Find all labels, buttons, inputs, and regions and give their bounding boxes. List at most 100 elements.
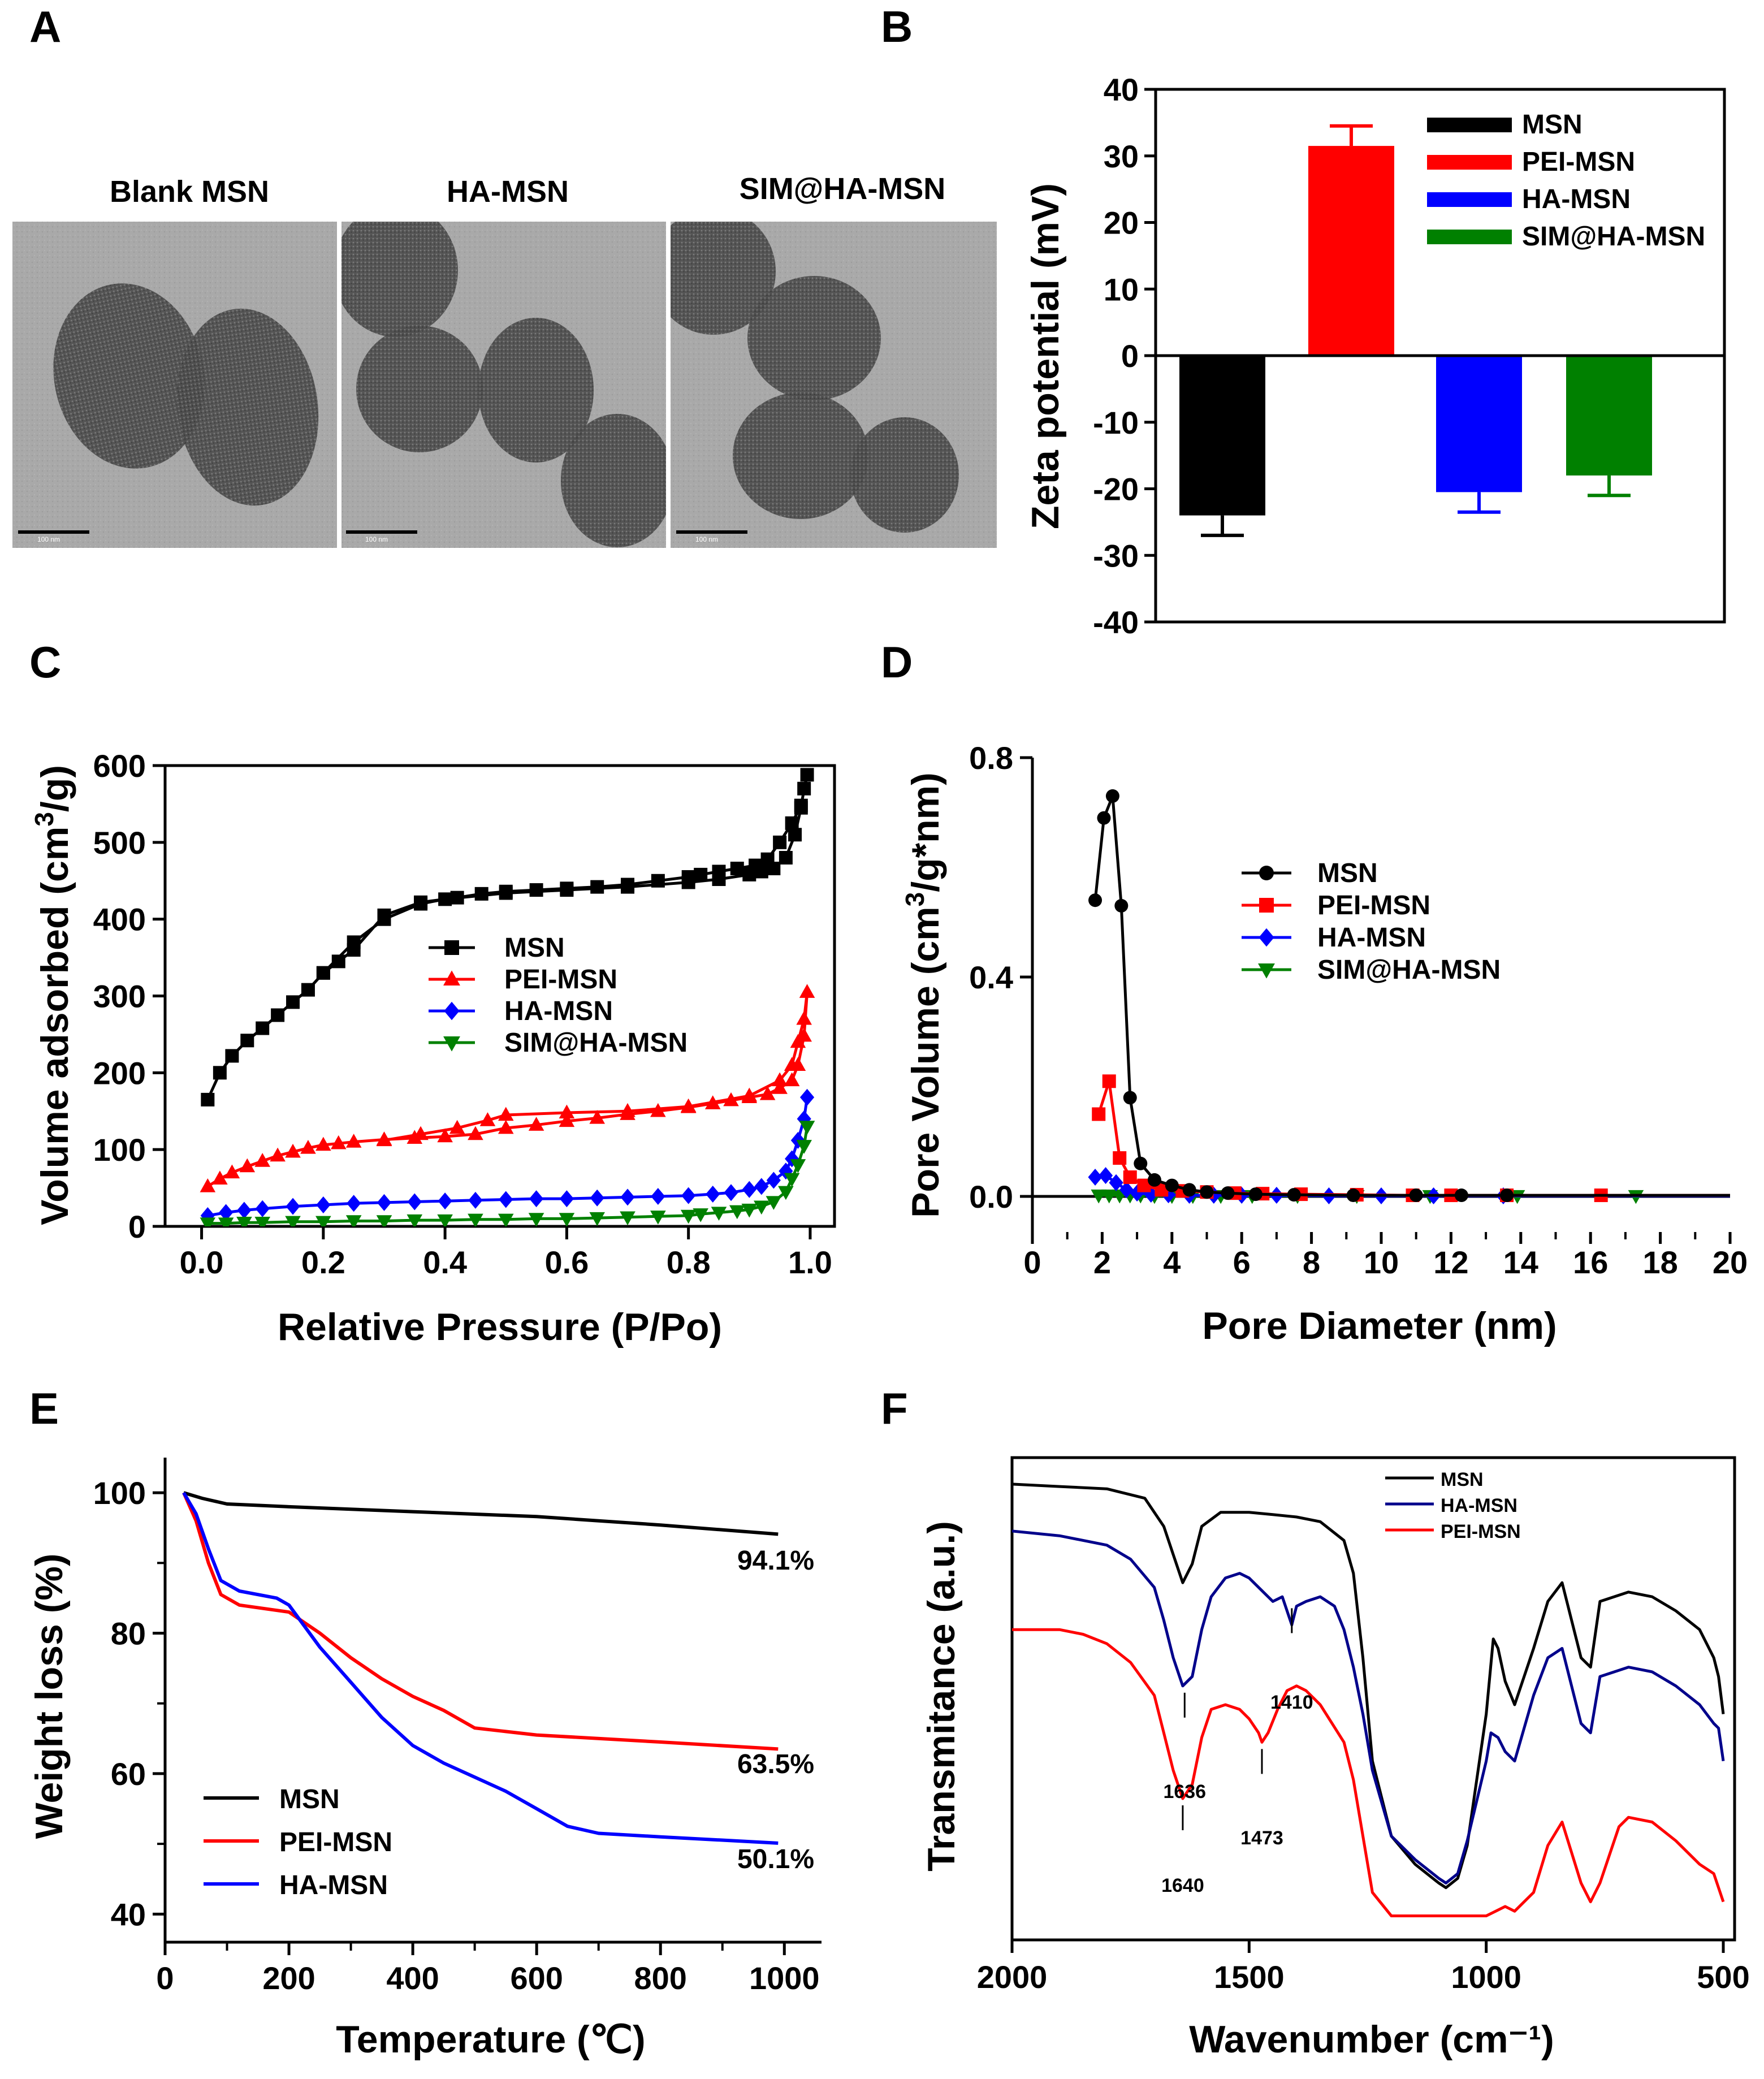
y-axis-title: Pore Volume (cm3/g*nm) <box>900 772 947 1218</box>
data-point <box>1113 1151 1127 1165</box>
y-tick-label: 0 <box>1121 338 1139 374</box>
data-point <box>377 912 391 926</box>
data-point <box>620 1103 635 1117</box>
data-point <box>788 828 802 842</box>
legend-label: HA-MSN <box>1317 923 1426 953</box>
x-tick-label: 1000 <box>749 1960 820 1996</box>
data-point <box>529 883 543 897</box>
panel-letter-d: D <box>881 637 913 687</box>
legend-swatch <box>1427 118 1512 132</box>
data-point <box>1200 1185 1214 1199</box>
data-point <box>1101 1189 1117 1204</box>
bar-sim-ha-msn <box>1566 356 1652 476</box>
y-tick-label: 400 <box>93 902 146 937</box>
data-point <box>1409 1188 1423 1203</box>
y-tick-label: 100 <box>93 1475 146 1511</box>
data-point <box>590 880 604 894</box>
data-point <box>1248 1187 1263 1201</box>
data-point <box>316 966 330 980</box>
tem-caption-sim-ha-msn: SIM@HA-MSN <box>740 172 946 206</box>
series-line <box>207 1097 809 1217</box>
data-point <box>200 1178 216 1192</box>
legend-label: PEI-MSN <box>1522 147 1635 177</box>
bars <box>1179 124 1652 537</box>
scale-bar <box>676 530 747 534</box>
data-point <box>1144 1186 1158 1203</box>
data-point <box>255 1200 270 1217</box>
data-point <box>712 872 726 887</box>
y-tick-label: -30 <box>1093 538 1139 573</box>
tem-particle <box>341 222 458 337</box>
data-point <box>729 1205 745 1220</box>
data-point <box>784 1072 800 1087</box>
legend-label: MSN <box>1317 858 1378 888</box>
x-tick-label: 0.6 <box>544 1244 589 1280</box>
chart-tga: 0 200 400 600 800 1000 40 60 80 100 MSN PEI-MSN HA-… <box>28 1458 822 2061</box>
data-point <box>254 1217 271 1226</box>
data-point <box>704 1095 721 1109</box>
data-point <box>1092 1107 1106 1121</box>
data-point <box>468 1126 483 1140</box>
legend-marker <box>444 1001 460 1021</box>
y-tick-label: 200 <box>93 1055 146 1091</box>
axes: 0.0 0.2 0.4 0.6 0.8 1.0 0 100 200 300 400 500 600 <box>93 748 832 1280</box>
data-point <box>499 1191 513 1208</box>
scale-bar-label: 100 nm <box>365 535 388 543</box>
data-point <box>1454 1188 1468 1203</box>
data-point <box>1091 1189 1107 1204</box>
bar-msn <box>1179 356 1265 516</box>
data-point <box>785 1150 799 1168</box>
data-point <box>779 851 793 865</box>
data-point <box>286 1198 300 1215</box>
x-tick-label: 0.8 <box>667 1244 711 1280</box>
data-point <box>218 1217 234 1226</box>
legend: MSN PEI-MSN HA-MSN <box>204 1784 392 1900</box>
data-point <box>377 1194 392 1211</box>
tem-caption-blank-msn: Blank MSN <box>110 175 269 209</box>
legend-marker <box>1259 898 1274 913</box>
data-point <box>589 1212 606 1226</box>
series <box>1088 789 1730 1205</box>
series-msn <box>1088 789 1730 1203</box>
x-tick-label: 18 <box>1642 1244 1677 1280</box>
data-point <box>796 1140 812 1154</box>
data-point <box>407 1193 422 1211</box>
data-point <box>240 1034 254 1048</box>
tem-particle <box>850 417 959 533</box>
data-point <box>256 1021 270 1035</box>
y-tick-label: 40 <box>111 1896 146 1932</box>
legend-label: SIM@HA-MSN <box>504 1028 688 1058</box>
chart-isotherm: 0.0 0.2 0.4 0.6 0.8 1.0 0 100 200 300 400 500 600 MS… <box>29 748 836 1348</box>
series-pei-msn <box>1012 1628 1725 1917</box>
data-point <box>345 1215 362 1226</box>
bar-pei-msn <box>1308 146 1394 356</box>
x-tick-label: 6 <box>1233 1244 1251 1280</box>
data-point <box>767 862 781 876</box>
data-point <box>723 1092 739 1107</box>
data-point <box>285 1143 301 1158</box>
data-point <box>438 892 452 906</box>
data-point <box>1119 1181 1134 1199</box>
data-point <box>413 1126 429 1140</box>
panel-letter-c: C <box>29 637 61 687</box>
data-point <box>437 1128 453 1143</box>
data-point <box>347 935 361 949</box>
series-msn <box>1012 1482 1725 1890</box>
data-point <box>498 1120 514 1134</box>
x-tick-label: 12 <box>1433 1244 1468 1280</box>
data-point <box>479 1112 496 1126</box>
legend-label: HA-MSN <box>504 996 613 1026</box>
data-point <box>345 1134 362 1148</box>
data-point <box>706 1185 720 1203</box>
tem-particle <box>53 283 205 469</box>
series-ha-msn <box>182 1492 779 1845</box>
chart-pore-distribution: 0 2 4 6 8 10 12 14 16 18 20 0.0 0.4 0.8 MSN PEI-MSN HA-… <box>900 740 1748 1347</box>
data-point <box>331 954 345 969</box>
data-point <box>237 1201 252 1219</box>
data-point <box>680 1098 697 1113</box>
data-point <box>468 1213 483 1226</box>
data-point <box>286 995 300 1009</box>
scale-bar-label: 100 nm <box>37 535 60 543</box>
